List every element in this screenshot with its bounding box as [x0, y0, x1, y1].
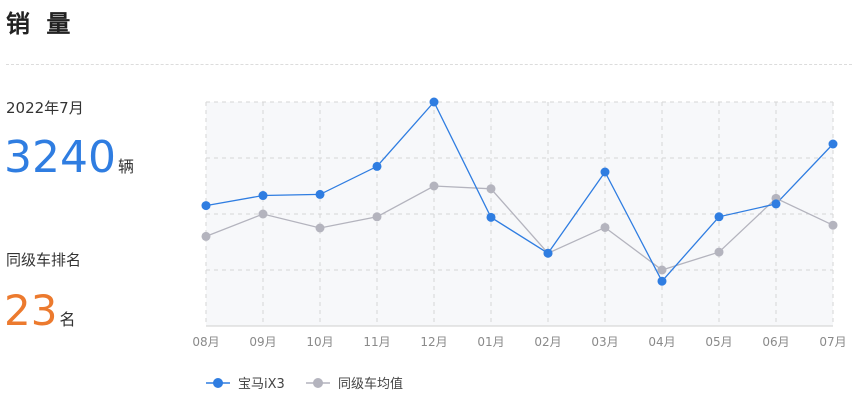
series-2-point [201, 231, 211, 241]
legend-label-2: 同级车均值 [338, 376, 403, 392]
series-2-point [429, 181, 439, 191]
x-tick-label: 10月 [306, 335, 333, 349]
x-tick-label: 08月 [192, 335, 219, 349]
x-tick-label: 03月 [591, 335, 618, 349]
divider [6, 64, 852, 65]
series-2-point [315, 223, 325, 233]
x-tick-label: 01月 [477, 335, 504, 349]
x-tick-label: 12月 [420, 335, 447, 349]
sales-unit: 辆 [117, 157, 134, 176]
series-line-2 [205, 185, 834, 271]
x-tick-label: 05月 [705, 335, 732, 349]
series-line-1 [205, 100, 834, 283]
series-2-point [828, 220, 838, 230]
legend-marker-1 [213, 378, 223, 388]
rank-value: 23 [4, 286, 58, 335]
rank-unit: 名 [59, 310, 76, 329]
x-tick-label: 06月 [762, 335, 789, 349]
series-1-point [315, 189, 325, 199]
x-tick-label: 11月 [363, 335, 390, 349]
series-1-point [714, 212, 724, 222]
series-1-point [600, 167, 610, 177]
series-2-point [258, 209, 268, 219]
x-tick-label: 09月 [249, 335, 276, 349]
series-1-point [771, 199, 781, 209]
series-1-point [657, 276, 667, 286]
rank-label: 同级车排名 [6, 251, 82, 269]
series-2-point [600, 222, 610, 232]
sales-figure: 3240 辆 [4, 136, 134, 180]
legend-label-1: 宝马iX3 [238, 377, 285, 392]
series-2-point [657, 265, 667, 275]
legend-marker-2 [313, 378, 323, 388]
series-2-point [372, 212, 382, 222]
series-1-point [258, 191, 268, 201]
period-label: 2022年7月 [6, 99, 84, 117]
series-1-point [486, 212, 496, 222]
series-1-point [429, 97, 439, 107]
x-tick-label: 02月 [534, 335, 561, 349]
series-1-point [543, 248, 553, 258]
series-2-point [714, 247, 724, 257]
sales-value: 3240 [4, 132, 116, 183]
x-tick-label: 04月 [648, 335, 675, 349]
series-2-point [486, 184, 496, 194]
rank-figure: 23 名 [4, 290, 75, 332]
section-title: 销 量 [6, 10, 75, 38]
x-tick-label: 07月 [819, 335, 846, 349]
series-1-point [372, 161, 382, 171]
series-1-point [201, 201, 211, 211]
series-1-point [828, 139, 838, 149]
